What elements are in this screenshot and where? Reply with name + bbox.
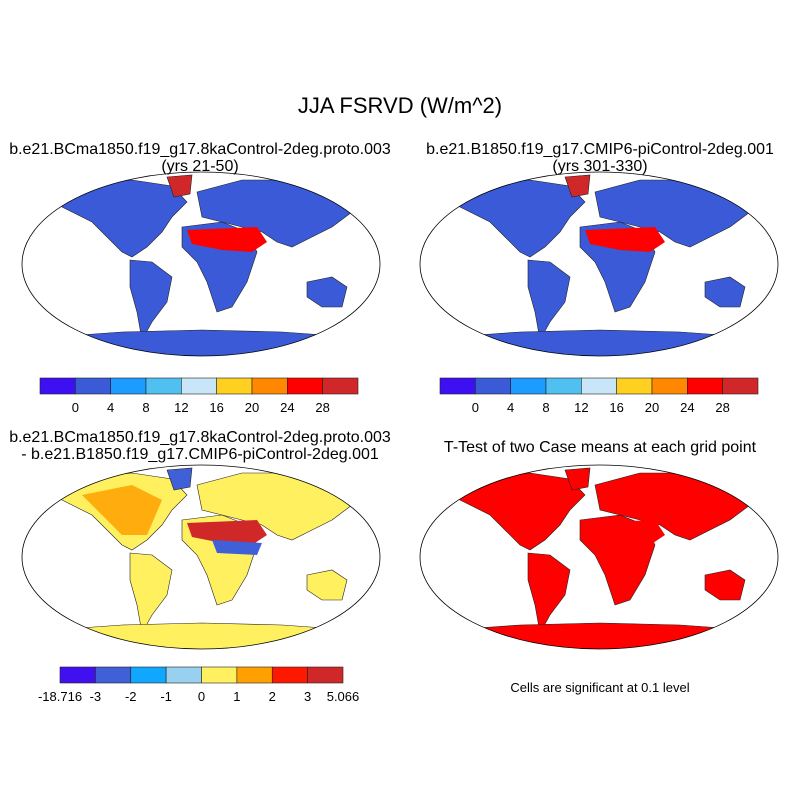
map-panel-3 <box>21 464 381 650</box>
figure-title: JJA FSRVD (W/m^2) <box>297 93 503 118</box>
colorbar-label: 3 <box>304 689 311 704</box>
colorbar-label: 8 <box>142 400 149 415</box>
colorbar-label: -18.716 <box>38 689 82 704</box>
north-america-anomaly <box>82 485 162 535</box>
colorbar-label: 5.066 <box>327 689 360 704</box>
colorbar-label: 24 <box>280 400 294 415</box>
antarctica-land <box>449 329 751 356</box>
colorbar-swatch <box>687 377 723 395</box>
colorbar-label: -2 <box>125 689 137 704</box>
colorbar-label: 12 <box>174 400 188 415</box>
colorbar-label: 20 <box>645 400 659 415</box>
map-border <box>419 464 779 650</box>
sahel-anomaly <box>212 540 262 555</box>
colorbar-1: 0 4 8 12 16 20 24 28 <box>39 377 359 415</box>
greenland-land <box>564 467 591 491</box>
panel1-title: b.e21.BCma1850.f19_g17.8kaControl-2deg.p… <box>9 141 391 175</box>
south-america-land <box>129 259 173 341</box>
ttest-caption: Cells are significant at 0.1 level <box>510 680 690 695</box>
colorbar-swatch <box>545 377 582 395</box>
colorbar-swatch <box>216 377 253 395</box>
colorbar-2: 0 4 8 12 16 20 24 28 <box>439 377 759 415</box>
antarctica-land <box>449 622 751 649</box>
greenland-land <box>564 174 591 198</box>
panel2-title: b.e21.B1850.f19_g17.CMIP6-piControl-2deg… <box>426 141 774 175</box>
colorbar-swatch <box>651 377 688 395</box>
panel3-title: b.e21.BCma1850.f19_g17.8kaControl-2deg.p… <box>9 429 391 463</box>
colorbar-swatch <box>181 377 217 395</box>
colorbar-label: 28 <box>315 400 329 415</box>
map-border <box>21 171 381 357</box>
map-panel-4 <box>419 464 779 650</box>
colorbar-swatch <box>581 377 617 395</box>
colorbar-swatch <box>475 377 511 395</box>
colorbar-label: 20 <box>245 400 259 415</box>
colorbar-label: 4 <box>507 400 514 415</box>
colorbar-label: 8 <box>542 400 549 415</box>
colorbar-label: 4 <box>107 400 114 415</box>
colorbar-swatch <box>59 666 96 684</box>
north-america-land <box>449 179 586 258</box>
colorbar-label: 0 <box>72 400 79 415</box>
colorbar-swatch <box>287 377 323 395</box>
colorbar-swatch <box>236 666 273 684</box>
colorbar-label: 2 <box>269 689 276 704</box>
colorbar-swatch <box>722 377 759 395</box>
australia-land <box>704 569 746 601</box>
colorbar-label: 16 <box>209 400 223 415</box>
sahara-region <box>585 227 665 252</box>
colorbar-swatch <box>307 666 344 684</box>
south-america-land <box>527 259 571 341</box>
colorbar-swatch <box>616 377 653 395</box>
colorbar-label: 12 <box>574 400 588 415</box>
north-america-land <box>449 472 586 551</box>
south-america-land <box>527 552 571 634</box>
antarctica-land <box>51 329 353 356</box>
colorbar-label: 0 <box>198 689 205 704</box>
colorbar-label: 24 <box>680 400 694 415</box>
colorbar-swatch <box>75 377 111 395</box>
greenland-land <box>166 467 193 491</box>
colorbar-swatch <box>271 666 308 684</box>
sahara-region <box>187 227 267 252</box>
map-border <box>419 171 779 357</box>
colorbar-swatch <box>145 377 182 395</box>
australia-land <box>306 569 348 601</box>
colorbar-swatch <box>110 377 147 395</box>
colorbar-label: 16 <box>609 400 623 415</box>
colorbar-swatch <box>39 377 76 395</box>
colorbar-swatch <box>201 666 238 684</box>
australia-land <box>704 276 746 308</box>
australia-land <box>306 276 348 308</box>
map-panel-2 <box>419 171 779 357</box>
antarctica-land <box>51 622 353 649</box>
north-america-land <box>51 179 188 258</box>
map-border <box>21 464 381 650</box>
colorbar-swatch <box>130 666 167 684</box>
colorbar-label: 0 <box>472 400 479 415</box>
colorbar-swatch <box>251 377 288 395</box>
colorbar-swatch <box>95 666 132 684</box>
colorbar-swatch <box>322 377 359 395</box>
panel4-title: T-Test of two Case means at each grid po… <box>443 439 757 456</box>
colorbar-label: 28 <box>715 400 729 415</box>
sahara-region <box>585 520 665 545</box>
greenland-land <box>166 174 193 198</box>
map-panel-1 <box>21 171 381 357</box>
colorbar-label: -3 <box>90 689 102 704</box>
colorbar-label: 1 <box>233 689 240 704</box>
colorbar-swatch <box>165 666 202 684</box>
sahara-region <box>187 520 267 545</box>
colorbar-swatch <box>510 377 547 395</box>
colorbar-3: -18.716 -3 -2 -1 0 1 2 3 5.066 <box>38 666 360 704</box>
colorbar-label: -1 <box>160 689 172 704</box>
colorbar-swatch <box>439 377 476 395</box>
south-america-land <box>129 552 173 634</box>
